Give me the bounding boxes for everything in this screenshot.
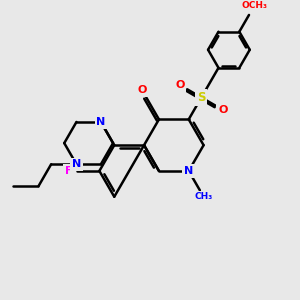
Text: N: N	[96, 117, 106, 127]
Text: N: N	[72, 159, 81, 169]
Text: O: O	[175, 80, 184, 90]
Text: F: F	[65, 166, 73, 176]
Text: N: N	[184, 166, 193, 176]
Text: CH₃: CH₃	[194, 192, 213, 201]
Text: O: O	[137, 85, 147, 95]
Text: OCH₃: OCH₃	[242, 1, 268, 10]
Text: S: S	[197, 91, 206, 104]
Text: O: O	[218, 105, 227, 115]
